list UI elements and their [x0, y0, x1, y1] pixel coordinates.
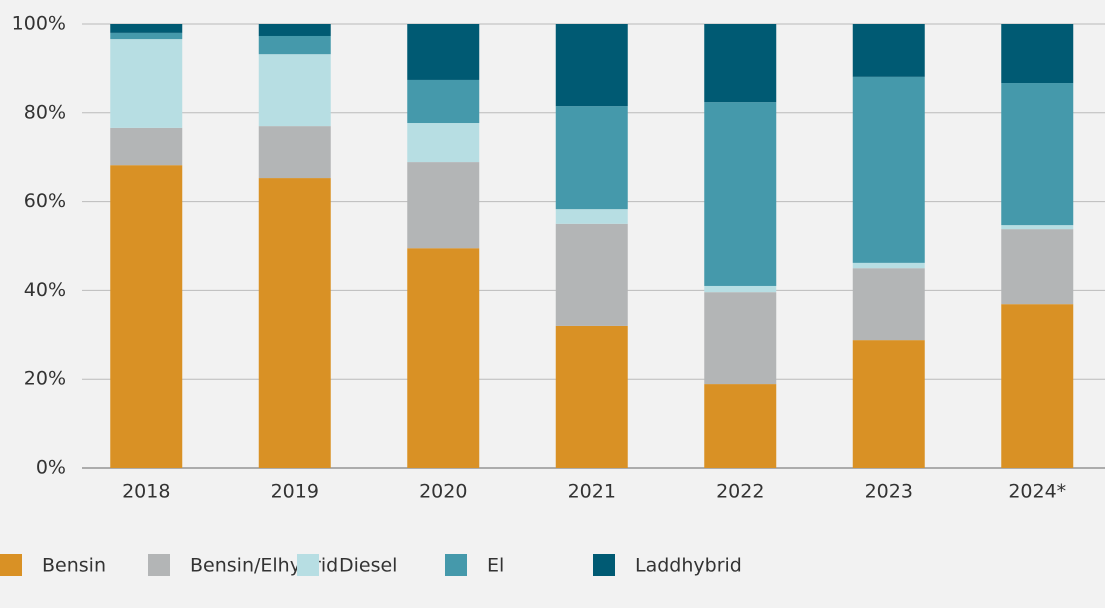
bar-segment	[555, 209, 628, 224]
y-tick-label: 0%	[36, 457, 66, 479]
x-tick-label: 2020	[419, 481, 467, 503]
bar-segment	[258, 54, 331, 127]
bar-segment	[110, 39, 183, 128]
bar-segment	[1001, 304, 1074, 468]
bar-segment	[555, 223, 628, 326]
bar-segment	[110, 127, 183, 166]
bar-segment	[258, 24, 331, 36]
y-tick-label: 80%	[24, 101, 66, 123]
x-tick-label: 2022	[716, 481, 764, 503]
bar-segment	[258, 178, 331, 468]
bar-segment	[704, 292, 777, 385]
x-tick-label: 2023	[865, 481, 913, 503]
bar-segment	[258, 35, 331, 55]
bar-segment	[852, 262, 925, 269]
x-tick-label: 2021	[568, 481, 616, 503]
y-tick-label: 60%	[24, 190, 66, 212]
legend-swatch	[148, 554, 170, 576]
legend-label: Laddhybrid	[635, 555, 742, 577]
y-tick-label: 20%	[24, 368, 66, 390]
bar-segment	[852, 268, 925, 341]
x-tick-label: 2019	[271, 481, 319, 503]
bar-segment	[407, 123, 480, 163]
bar-segment	[555, 106, 628, 210]
bar-segment	[555, 325, 628, 468]
bar-segment	[852, 340, 925, 468]
bar-segment	[704, 24, 777, 103]
legend-label: El	[487, 555, 504, 577]
bar-segment	[704, 102, 777, 286]
bar-segment	[1001, 24, 1074, 84]
bar-segment	[407, 162, 480, 249]
bar-segment	[852, 24, 925, 77]
legend-swatch	[297, 554, 319, 576]
x-tick-label: 2018	[122, 481, 170, 503]
y-tick-label: 100%	[12, 13, 66, 35]
legend-swatch	[445, 554, 467, 576]
legend-swatch	[0, 554, 22, 576]
x-tick-label: 2024*	[1008, 481, 1066, 503]
bar-segment	[1001, 83, 1074, 226]
bar-segment	[407, 248, 480, 468]
legend-swatch	[593, 554, 615, 576]
legend-label: Bensin	[42, 555, 106, 577]
bar-segment	[555, 24, 628, 107]
bar-segment	[704, 285, 777, 293]
y-tick-label: 40%	[24, 279, 66, 301]
bar-segment	[110, 24, 183, 33]
bar-segment	[704, 384, 777, 468]
bar-segment	[407, 79, 480, 124]
bar-segment	[258, 126, 331, 179]
bar-segment	[1001, 225, 1074, 230]
bar-segment	[852, 76, 925, 263]
bar-segment	[110, 165, 183, 468]
bar-segment	[110, 32, 183, 40]
bar-segment	[407, 24, 480, 80]
legend-label: Diesel	[339, 555, 397, 577]
bar-segment	[1001, 229, 1074, 305]
